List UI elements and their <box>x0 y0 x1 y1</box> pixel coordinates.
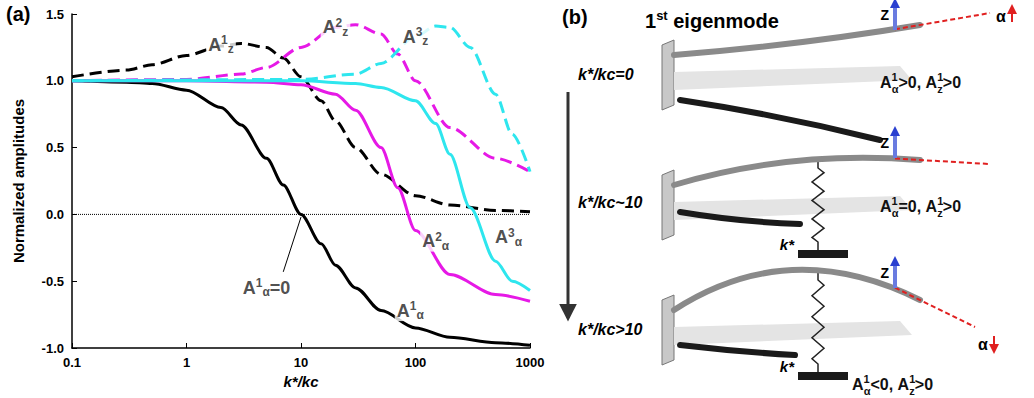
svg-text:1: 1 <box>409 299 417 314</box>
svg-text:α: α <box>416 308 424 322</box>
svg-text:A: A <box>422 231 435 251</box>
svg-text:2: 2 <box>435 229 442 244</box>
svg-text:3: 3 <box>508 225 515 240</box>
svg-text:k*: k* <box>780 236 795 253</box>
svg-text:α: α <box>978 336 988 353</box>
svg-text:A: A <box>403 27 416 47</box>
svg-text:α: α <box>442 239 450 253</box>
svg-text:1.0: 1.0 <box>46 73 64 88</box>
svg-text:Z: Z <box>880 135 889 151</box>
svg-text:10: 10 <box>294 355 308 370</box>
svg-text:k*/kc>10: k*/kc>10 <box>578 321 643 338</box>
svg-text:1: 1 <box>255 276 263 291</box>
svg-text:0.1: 0.1 <box>63 355 81 370</box>
svg-text:k*: k* <box>780 358 795 375</box>
svg-text:100: 100 <box>405 355 427 370</box>
svg-text:A: A <box>323 17 336 37</box>
svg-text:Z: Z <box>880 265 889 281</box>
svg-text:1: 1 <box>221 33 228 48</box>
svg-text:α: α <box>996 8 1006 25</box>
svg-text:Normalized amplitudes: Normalized amplitudes <box>10 99 27 263</box>
svg-text:α: α <box>262 285 270 300</box>
svg-text:A1α=0, A1z>0: A1α=0, A1z>0 <box>880 195 961 219</box>
svg-text:A1α<0, A1z>0: A1α<0, A1z>0 <box>852 373 933 397</box>
svg-text:0.5: 0.5 <box>46 140 64 155</box>
svg-text:z: z <box>228 42 234 56</box>
svg-text:(b): (b) <box>562 6 588 28</box>
svg-text:1000: 1000 <box>516 355 545 370</box>
svg-text:1st eigenmode: 1st eigenmode <box>645 8 779 32</box>
svg-text:k*/kc=0: k*/kc=0 <box>578 66 634 83</box>
svg-text:Z: Z <box>880 7 889 23</box>
svg-text:0.0: 0.0 <box>46 207 64 222</box>
svg-text:=0: =0 <box>270 278 291 298</box>
svg-text:A: A <box>243 278 256 298</box>
svg-text:1.5: 1.5 <box>46 7 64 22</box>
svg-text:α: α <box>515 235 523 249</box>
svg-text:2: 2 <box>335 15 343 30</box>
svg-text:A1α>0, A1z>0: A1α>0, A1z>0 <box>880 71 961 95</box>
svg-text:z: z <box>422 34 428 48</box>
svg-text:-0.5: -0.5 <box>42 274 64 289</box>
svg-text:(a): (a) <box>6 3 30 25</box>
svg-text:1: 1 <box>183 355 190 370</box>
svg-text:A: A <box>495 227 508 247</box>
svg-text:A: A <box>397 301 410 321</box>
svg-text:-1.0: -1.0 <box>42 341 64 356</box>
svg-text:k*/kc: k*/kc <box>283 373 319 390</box>
svg-text:A: A <box>208 35 221 55</box>
svg-text:k*/kc~10: k*/kc~10 <box>578 194 643 211</box>
svg-text:z: z <box>342 25 348 39</box>
svg-text:3: 3 <box>415 25 423 40</box>
